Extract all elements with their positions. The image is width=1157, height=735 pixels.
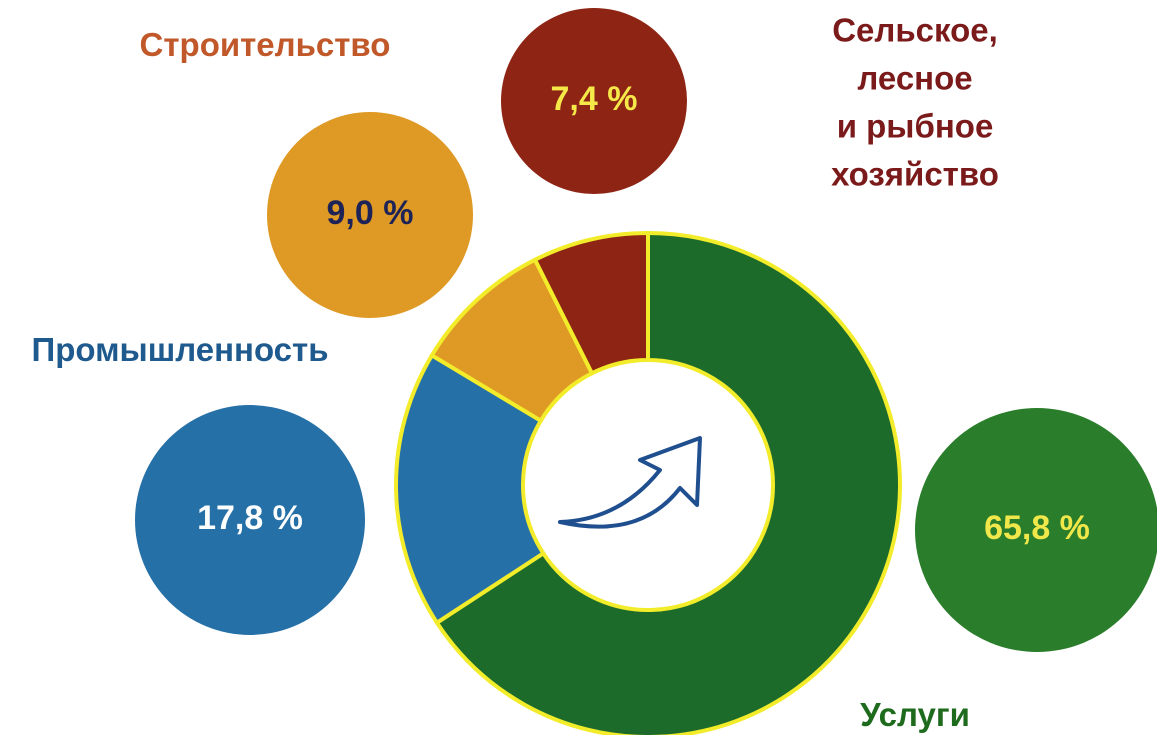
- category-label: Услуги: [860, 696, 970, 734]
- donut-segment: [434, 230, 902, 735]
- value-label: 7,4 %: [551, 80, 638, 118]
- category-label: Строительство: [139, 26, 391, 64]
- value-label: 9,0 %: [327, 194, 414, 232]
- value-bubble: [267, 112, 473, 318]
- center-arrow: [558, 436, 702, 529]
- donut-segment: [532, 230, 650, 376]
- value-bubble: [915, 408, 1157, 652]
- donut-segment: [394, 352, 547, 626]
- value-label: 17,8 %: [197, 499, 303, 537]
- value-label: 65,8 %: [984, 509, 1090, 547]
- value-bubble: [135, 405, 365, 635]
- value-bubble: [501, 8, 687, 194]
- category-label: Промышленность: [31, 331, 329, 369]
- category-label: Сельское, лесное и рыбное хозяйство: [831, 11, 999, 192]
